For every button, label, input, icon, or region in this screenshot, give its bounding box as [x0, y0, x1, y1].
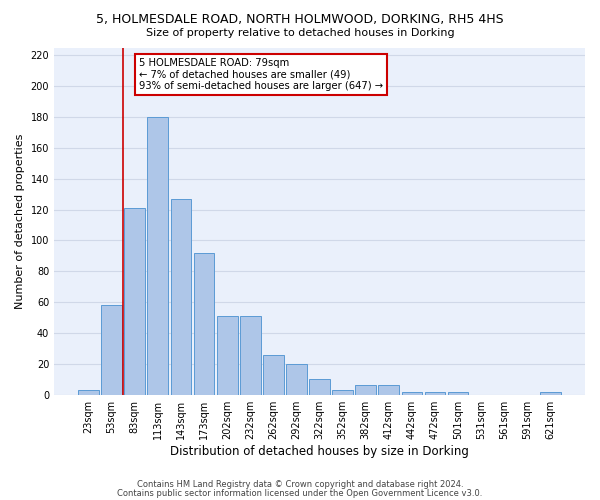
Text: Contains public sector information licensed under the Open Government Licence v3: Contains public sector information licen… [118, 489, 482, 498]
Bar [170, 198, 191, 394]
Y-axis label: Number of detached properties: Number of detached properties [15, 134, 25, 309]
Text: 5, HOLMESDALE ROAD, NORTH HOLMWOOD, DORKING, RH5 4HS: 5, HOLMESDALE ROAD, NORTH HOLMWOOD, DORK… [96, 12, 504, 26]
Bar [101, 305, 122, 394]
Bar [263, 354, 284, 395]
Bar [379, 386, 399, 394]
Bar [355, 386, 376, 394]
Bar [401, 392, 422, 394]
Bar [124, 208, 145, 394]
Text: 5 HOLMESDALE ROAD: 79sqm
← 7% of detached houses are smaller (49)
93% of semi-de: 5 HOLMESDALE ROAD: 79sqm ← 7% of detache… [139, 58, 383, 91]
Bar [78, 390, 99, 394]
Bar [148, 117, 168, 394]
Bar [240, 316, 260, 394]
Text: Size of property relative to detached houses in Dorking: Size of property relative to detached ho… [146, 28, 454, 38]
Bar [448, 392, 469, 394]
Bar [540, 392, 561, 394]
Text: Contains HM Land Registry data © Crown copyright and database right 2024.: Contains HM Land Registry data © Crown c… [137, 480, 463, 489]
Bar [217, 316, 238, 394]
Bar [309, 380, 330, 394]
X-axis label: Distribution of detached houses by size in Dorking: Distribution of detached houses by size … [170, 444, 469, 458]
Bar [194, 252, 214, 394]
Bar [425, 392, 445, 394]
Bar [286, 364, 307, 394]
Bar [332, 390, 353, 394]
